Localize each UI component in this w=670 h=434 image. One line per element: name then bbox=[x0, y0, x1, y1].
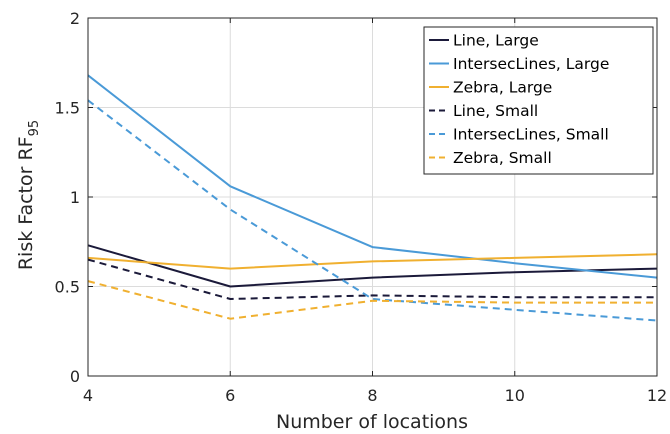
y-tick-label: 1.5 bbox=[55, 99, 80, 118]
y-axis-label: Risk Factor RF95 bbox=[15, 120, 42, 270]
x-tick-label: 4 bbox=[83, 386, 93, 405]
x-tick-label: 12 bbox=[647, 386, 667, 405]
y-axis-label-subscript: 95 bbox=[27, 120, 42, 137]
y-tick-label: 1 bbox=[70, 188, 80, 207]
y-axis-ticks: 0 0.5 1 1.5 2 bbox=[55, 9, 657, 386]
legend-label-4: IntersecLines, Small bbox=[453, 126, 609, 144]
legend-label-1: IntersecLines, Large bbox=[453, 55, 609, 73]
x-tick-label: 8 bbox=[367, 386, 377, 405]
y-tick-label: 2 bbox=[70, 9, 80, 28]
series-line-1 bbox=[87, 74, 658, 279]
series-layer bbox=[87, 74, 658, 322]
legend-label-3: Line, Small bbox=[453, 102, 538, 120]
series-line-5 bbox=[87, 280, 657, 320]
y-axis-label-main: Risk Factor RF bbox=[15, 136, 37, 270]
legend-label-5: Zebra, Small bbox=[453, 149, 552, 167]
x-tick-label: 10 bbox=[505, 386, 525, 405]
legend: Line, Large IntersecLines, Large Zebra, La… bbox=[423, 26, 654, 175]
legend-box bbox=[423, 26, 654, 175]
series-line-2 bbox=[87, 253, 658, 270]
series-line-0 bbox=[87, 244, 658, 288]
legend-label-2: Zebra, Large bbox=[453, 79, 552, 97]
y-tick-label: 0.5 bbox=[55, 278, 80, 297]
series-line-3 bbox=[87, 258, 657, 300]
x-tick-label: 6 bbox=[225, 386, 235, 405]
legend-label-0: Line, Large bbox=[453, 32, 539, 50]
y-tick-label: 0 bbox=[70, 367, 80, 386]
x-axis-label: Number of locations bbox=[276, 411, 468, 433]
x-axis-ticks: 4 6 8 10 12 bbox=[83, 18, 667, 405]
